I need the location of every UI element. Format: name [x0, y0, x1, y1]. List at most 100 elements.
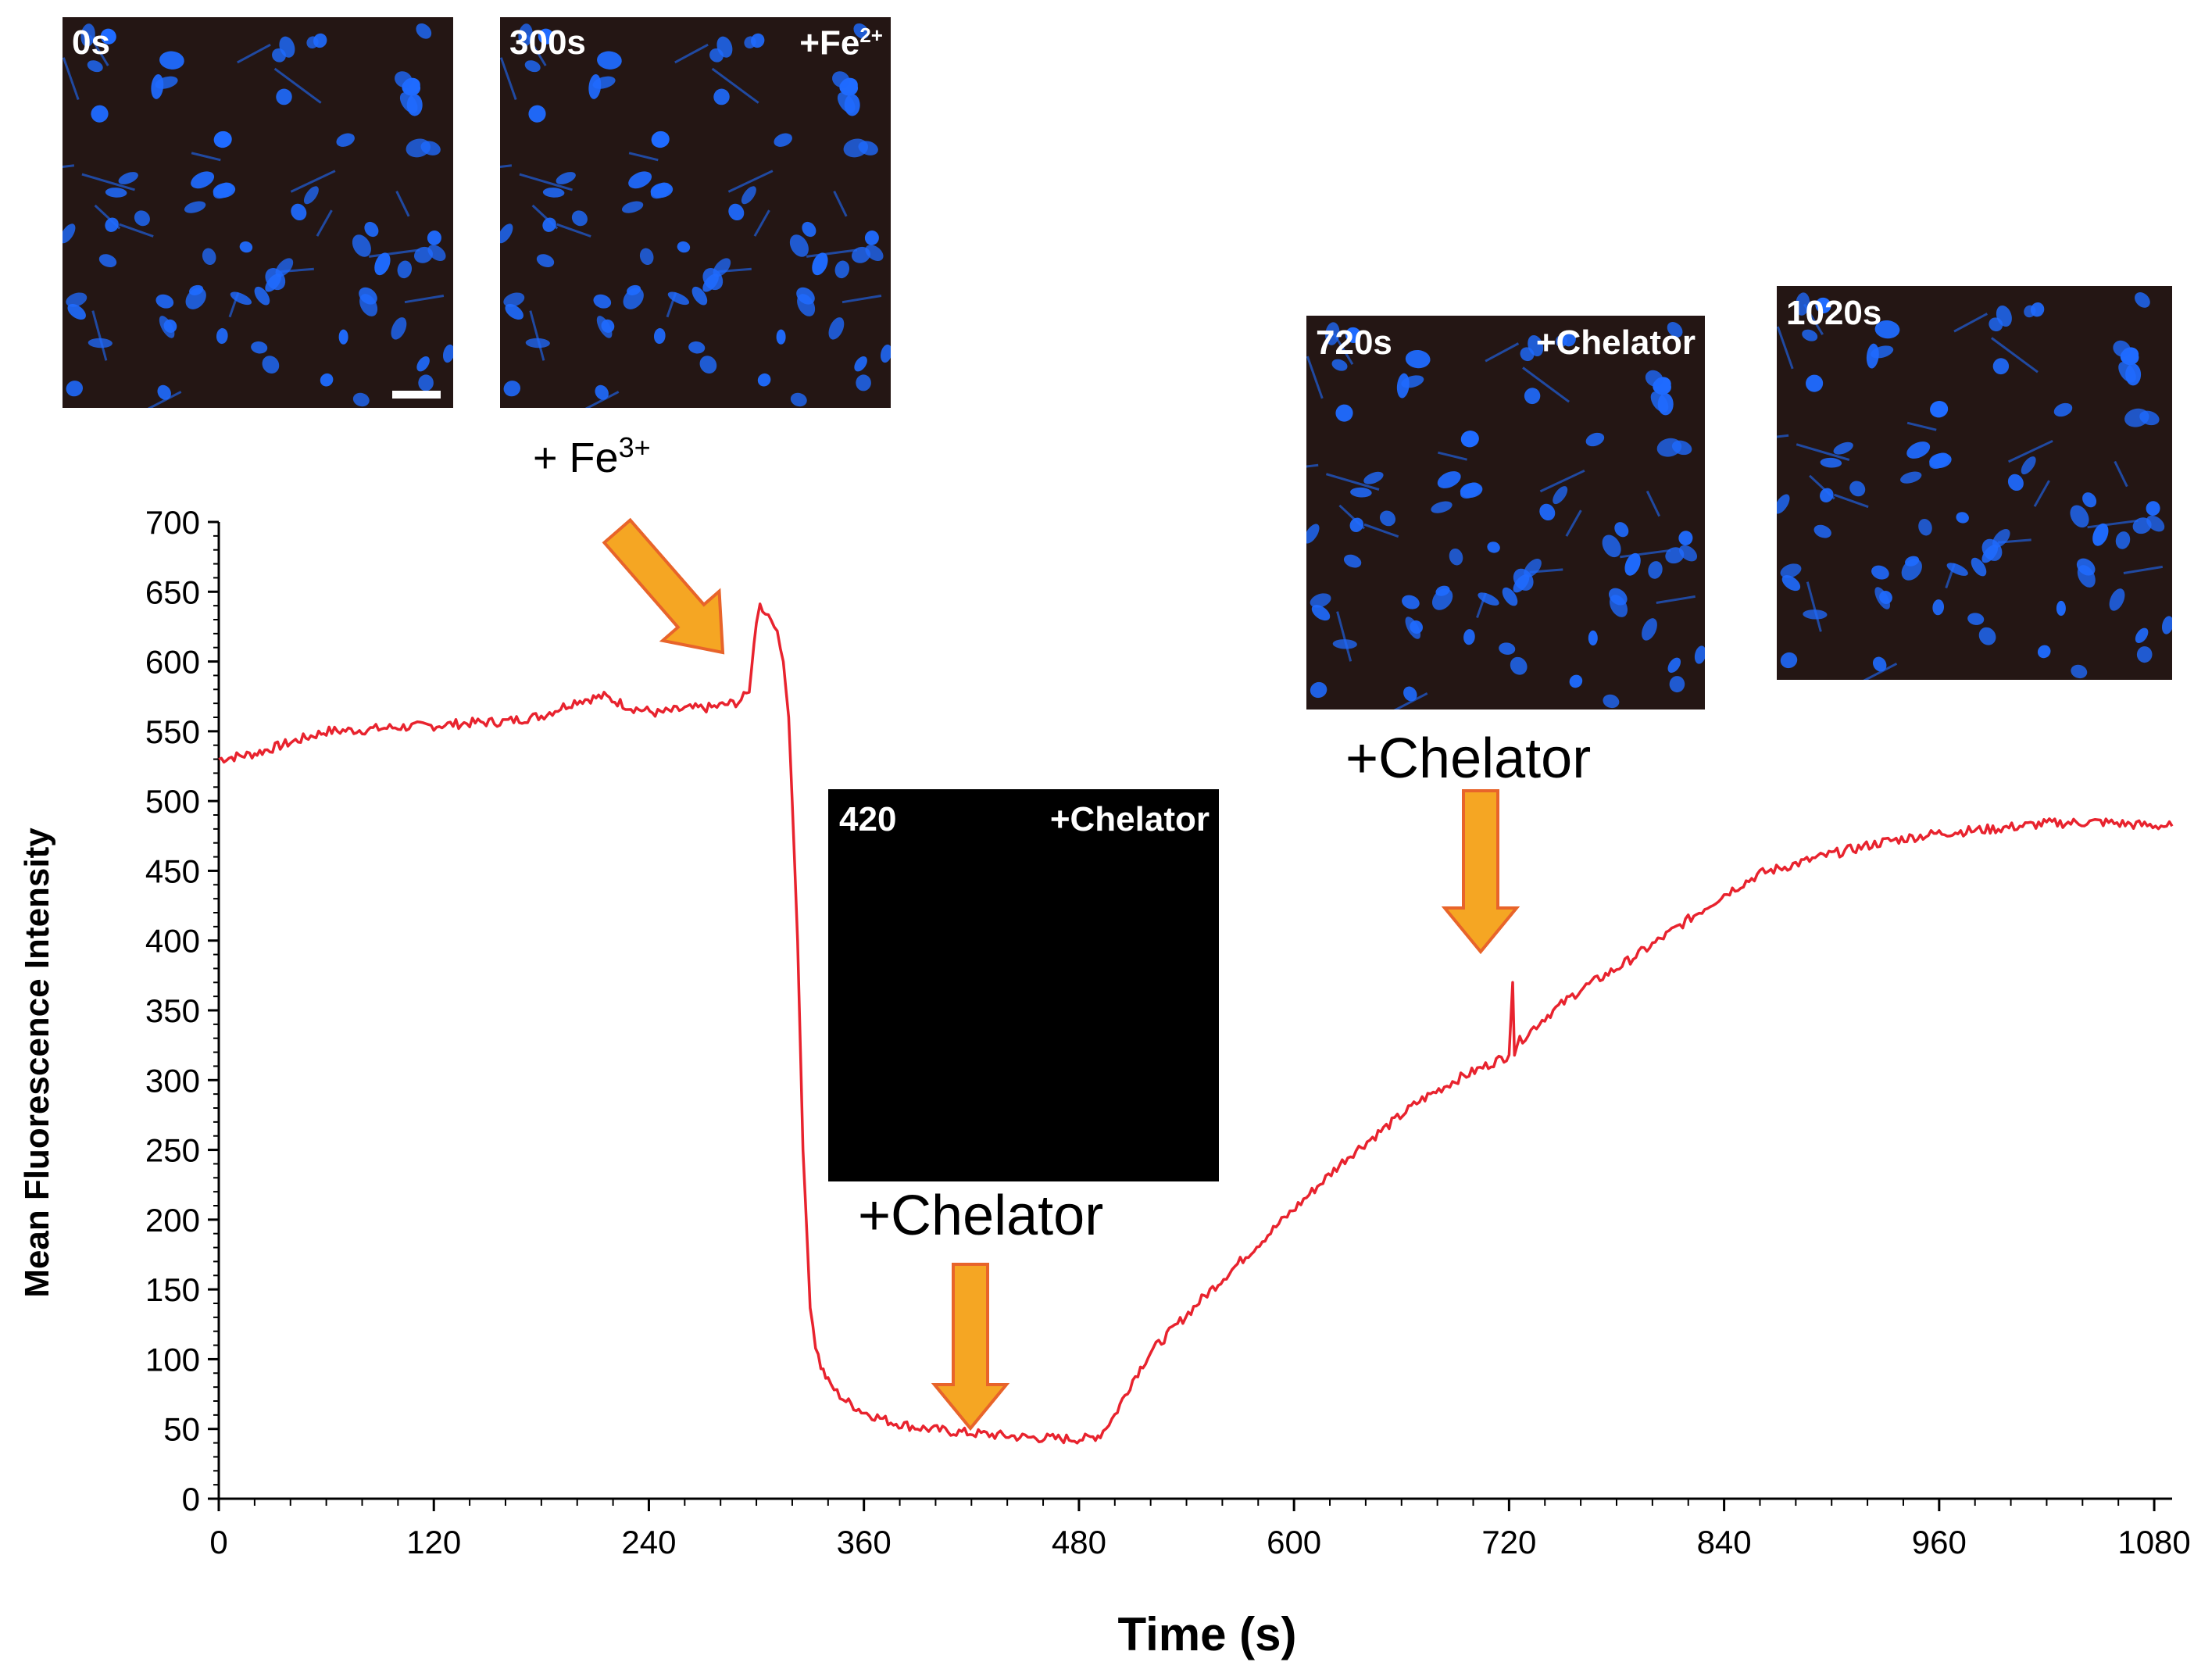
- cell: [1528, 334, 1544, 357]
- cell: [741, 186, 756, 205]
- cell-process: [833, 191, 848, 217]
- cell: [1431, 588, 1453, 610]
- cell: [728, 203, 745, 221]
- cells-image: [63, 23, 453, 408]
- cell-process: [119, 223, 154, 238]
- cell: [653, 327, 666, 345]
- cell: [1996, 305, 2012, 327]
- cell: [338, 329, 348, 345]
- cell: [1879, 590, 1892, 605]
- cell: [1906, 441, 1931, 459]
- cell-process: [395, 191, 410, 217]
- cell: [1803, 609, 1828, 620]
- cell-process: [842, 295, 882, 304]
- cell: [525, 338, 550, 349]
- cell: [1310, 593, 1331, 608]
- y-tick-label: 400: [145, 923, 200, 960]
- cell-process: [81, 173, 135, 191]
- cell: [1820, 488, 1834, 502]
- cell: [98, 254, 117, 267]
- cell-process: [1476, 592, 1487, 618]
- cell: [406, 94, 423, 116]
- cell: [1981, 538, 2003, 561]
- annotation-chelator-420: +Chelator: [858, 1185, 1104, 1247]
- micrograph-time-label: 0s: [72, 23, 110, 62]
- cell: [503, 292, 525, 307]
- treatment-superscript: 2+: [859, 23, 883, 47]
- cell: [185, 288, 206, 309]
- cell: [1781, 575, 1801, 592]
- cell: [1642, 618, 1657, 641]
- cell: [1562, 332, 1576, 347]
- cell: [1585, 432, 1605, 447]
- cell: [593, 294, 612, 309]
- cell: [1379, 510, 1396, 527]
- cell: [2136, 646, 2153, 663]
- cell-process: [1338, 504, 1366, 530]
- cell: [1311, 605, 1331, 621]
- x-tick-label: 1080: [2117, 1524, 2190, 1560]
- cell: [1310, 681, 1327, 699]
- annotation-chelator-720: +Chelator: [1345, 727, 1592, 790]
- cell: [854, 356, 867, 372]
- y-tick-label: 700: [145, 504, 200, 541]
- scale-bar: [392, 391, 441, 399]
- cell: [505, 303, 523, 320]
- fe3-arrow: [602, 517, 725, 655]
- cell: [442, 344, 453, 363]
- cell: [1363, 471, 1384, 484]
- cell: [397, 260, 413, 279]
- cell-process: [718, 267, 752, 273]
- cell: [1667, 657, 1681, 673]
- cell: [105, 217, 119, 232]
- cell: [336, 133, 355, 147]
- cell: [1499, 642, 1516, 655]
- cell: [1901, 559, 1922, 581]
- arrow-layer: [602, 517, 1520, 1432]
- cell: [320, 373, 334, 387]
- micrograph-time-label: 1020s: [1786, 294, 1882, 332]
- cell: [66, 292, 88, 307]
- cell: [427, 245, 446, 262]
- cell: [251, 341, 268, 354]
- cell: [1553, 486, 1568, 505]
- micrograph-time-label: 300s: [509, 23, 586, 62]
- x-tick-label: 840: [1697, 1524, 1752, 1560]
- cell: [2092, 523, 2109, 546]
- cell: [216, 327, 228, 345]
- cell: [2037, 645, 2051, 659]
- y-tick-label: 300: [145, 1062, 200, 1099]
- cell: [63, 223, 76, 244]
- cell: [2070, 505, 2089, 528]
- cell-process: [369, 248, 420, 258]
- cell: [262, 356, 280, 374]
- cell: [88, 338, 113, 349]
- y-tick-label: 200: [145, 1202, 200, 1239]
- cell: [1502, 587, 1518, 606]
- cell-process: [316, 209, 333, 237]
- cell: [364, 221, 379, 238]
- cell: [420, 141, 441, 155]
- cell: [1777, 494, 1790, 514]
- cell: [159, 51, 184, 70]
- cell: [1780, 563, 1802, 578]
- micrograph-treatment-label: +Chelator: [1535, 323, 1696, 362]
- y-tick-label: 550: [145, 713, 200, 750]
- cell: [1874, 320, 1900, 339]
- cell: [230, 291, 252, 306]
- cell: [1402, 595, 1420, 609]
- cell: [1833, 441, 1853, 455]
- cell-process: [2114, 460, 2128, 488]
- cell: [2053, 402, 2073, 417]
- cell-process: [1393, 692, 1428, 710]
- y-axis-title: Mean Fluorescence Intensity: [18, 827, 56, 1298]
- cell: [536, 254, 555, 267]
- treatment-text: +Fe: [799, 23, 860, 63]
- cell-process: [628, 152, 659, 162]
- cell: [790, 392, 807, 407]
- cell-process: [806, 248, 858, 258]
- cells-image: [1306, 322, 1705, 710]
- cell: [418, 374, 434, 391]
- y-tick-label: 150: [145, 1271, 200, 1308]
